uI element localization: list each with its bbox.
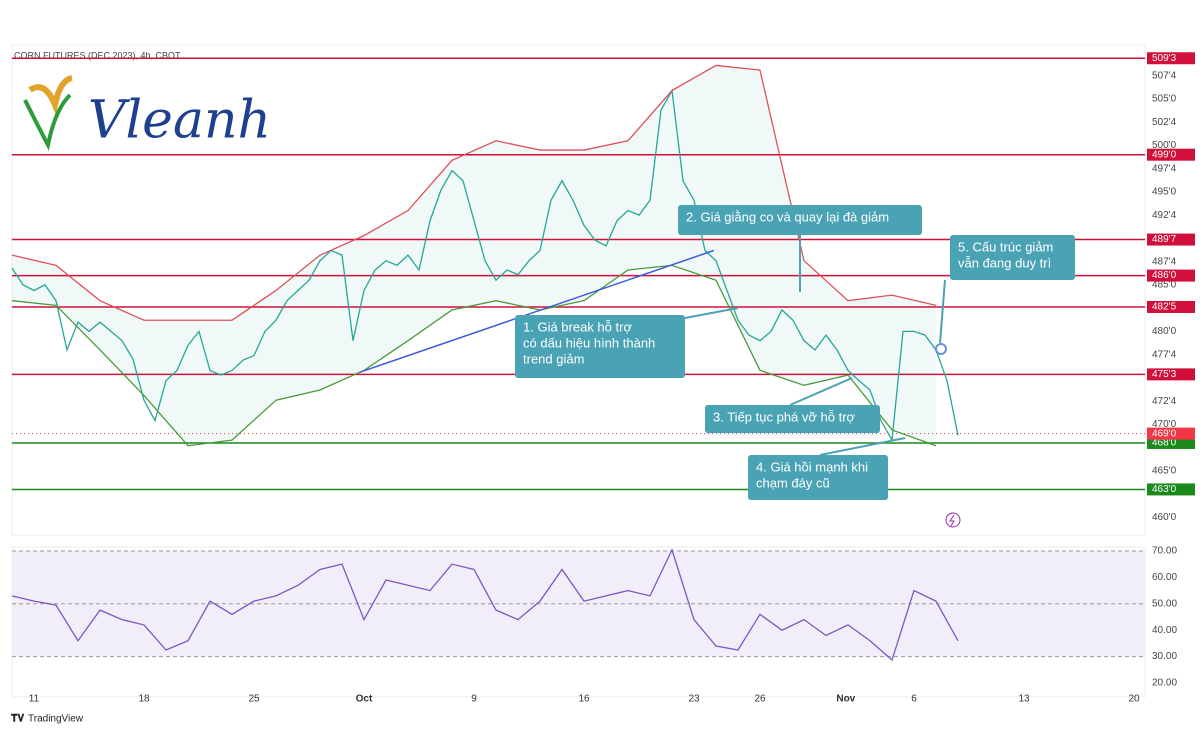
- lower-band: [11, 264, 937, 447]
- annotation-marker: [935, 343, 947, 355]
- annotation-text: có dấu hiệu hình thành: [523, 335, 655, 350]
- level-label: 489'7: [1152, 234, 1177, 245]
- level-label: 463'0: [1152, 484, 1177, 495]
- y-tick-label: 507'4: [1152, 70, 1177, 81]
- y-tick-label: 40.00: [1152, 625, 1177, 636]
- x-tick-label: 16: [578, 694, 590, 705]
- band-fill: [12, 65, 936, 446]
- y-tick-label: 497'4: [1152, 163, 1177, 174]
- y-tick-label: 30.00: [1152, 651, 1177, 662]
- y-tick-label: 470'0: [1152, 419, 1177, 430]
- y-tick-label: 505'0: [1152, 94, 1177, 105]
- logo-leaf: [23, 93, 72, 151]
- annotation-text: chạm đáy cũ: [756, 475, 830, 490]
- level-label: 499'0: [1152, 149, 1177, 160]
- footer: TradingView: [28, 714, 84, 725]
- x-tick-label: 26: [754, 694, 766, 705]
- annotation-text: vẫn đang duy trì: [958, 255, 1051, 270]
- y-tick-label: 60.00: [1152, 572, 1177, 583]
- y-tick-label: 485'0: [1152, 280, 1177, 291]
- annotation-box: [950, 235, 1075, 280]
- x-tick-label: 13: [1018, 694, 1030, 705]
- x-tick-label: Nov: [836, 694, 855, 705]
- annotation-box: [678, 205, 922, 235]
- x-tick-label: 9: [471, 694, 477, 705]
- y-tick-label: 487'4: [1152, 256, 1177, 267]
- annotation-text: trend giảm: [523, 351, 584, 366]
- annotation-box: [748, 455, 888, 500]
- y-tick-label: 70.00: [1152, 546, 1177, 557]
- x-tick-label: 23: [688, 694, 700, 705]
- level-label: 468'0: [1152, 438, 1177, 449]
- x-tick-label: 20: [1128, 694, 1140, 705]
- level-label-box: [1147, 52, 1195, 65]
- y-tick-label: 502'4: [1152, 117, 1177, 128]
- y-tick-label: 465'0: [1152, 465, 1177, 476]
- y-tick-label: 477'4: [1152, 349, 1177, 360]
- y-tick-label: 480'0: [1152, 326, 1177, 337]
- last-price-box: [1147, 427, 1195, 440]
- x-tick-label: 6: [911, 694, 917, 705]
- y-tick-label: 460'0: [1152, 512, 1177, 523]
- chart-title: CORN FUTURES (DEC 2023), 4h, CBOT: [14, 50, 181, 60]
- y-tick-label: 472'4: [1152, 396, 1177, 407]
- y-tick-label: 492'4: [1152, 210, 1177, 221]
- level-label-box: [1147, 368, 1195, 381]
- level-label-box: [1147, 233, 1195, 246]
- rsi-band: [12, 550, 1145, 657]
- y-tick-label: 50.00: [1152, 598, 1177, 609]
- annotation-connector: [789, 377, 853, 406]
- annotation-box: [705, 405, 880, 433]
- annotation-text: 1. Giá break hỗ trợ: [523, 319, 632, 334]
- layers: 507'4 505'0 502'4 500'0 497'4 495'0 492'4 487'4…: [11, 52, 1195, 705]
- alert-icon: [945, 512, 961, 528]
- level-label: 486'0: [1152, 270, 1177, 281]
- x-tick-label: 11: [29, 694, 40, 705]
- price-line: [11, 88, 959, 443]
- footer-icon: 𝐓𝐕: [11, 713, 24, 725]
- annotation-text: 2. Giá giằng co và quay lại đà giảm: [686, 209, 889, 224]
- annotation-connector: [684, 307, 739, 319]
- level-label: 482'5: [1152, 302, 1177, 313]
- alert-icon: [949, 514, 955, 527]
- annotation-text: 5. Cấu trúc giảm: [958, 239, 1053, 254]
- upper-band: [11, 64, 937, 321]
- logo: Vleanh: [88, 91, 271, 151]
- annotation-connector: [819, 437, 906, 456]
- level-label-box: [1147, 483, 1195, 496]
- annotation-text: 3. Tiếp tục phá vỡ hỗ trợ: [713, 409, 856, 424]
- y-tick-label: 20.00: [1152, 678, 1177, 689]
- annotation-text: 4. Giá hồi mạnh khi: [756, 459, 868, 474]
- level-label-box: [1147, 269, 1195, 282]
- x-tick-label: 25: [248, 694, 260, 705]
- trendline: [359, 249, 715, 373]
- last-price-label: 469'0: [1152, 428, 1177, 439]
- price-panel: [11, 44, 1146, 536]
- level-label: 509'3: [1152, 53, 1177, 64]
- logo-leaf: [28, 75, 73, 116]
- rsi-panel: [11, 546, 1146, 698]
- annotation-box: [515, 315, 685, 378]
- level-label-box: [1147, 300, 1195, 313]
- rsi-line: [11, 548, 959, 662]
- x-tick-label: 18: [138, 694, 150, 705]
- y-tick-label: 500'0: [1152, 140, 1177, 151]
- y-tick-label: 495'0: [1152, 187, 1177, 198]
- level-label: 475'3: [1152, 369, 1177, 380]
- annotation-connector: [939, 279, 946, 344]
- x-tick-label: Oct: [356, 694, 373, 705]
- level-label-box: [1147, 148, 1195, 161]
- level-label-box: [1147, 436, 1195, 449]
